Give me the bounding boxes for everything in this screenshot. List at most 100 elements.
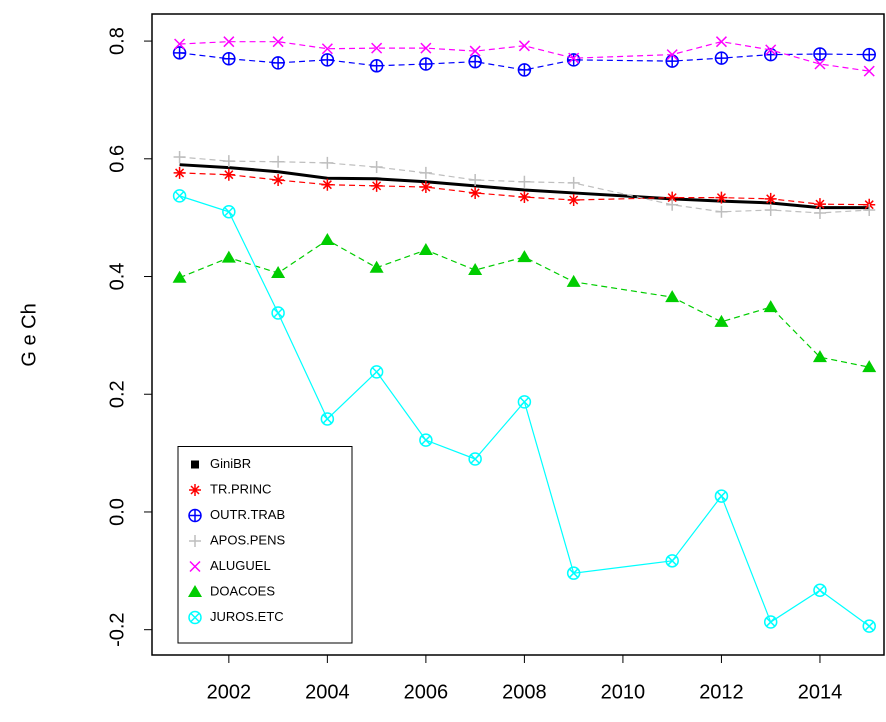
data-point <box>320 233 335 246</box>
series-line <box>179 195 870 627</box>
series-line <box>179 163 870 210</box>
series <box>172 233 877 373</box>
data-point <box>813 198 826 211</box>
data-point <box>272 36 284 48</box>
data-point <box>271 56 285 70</box>
data-point <box>518 40 530 52</box>
legend-label: TR.PRINC <box>210 481 271 496</box>
data-point <box>666 49 678 61</box>
data-point <box>567 176 580 189</box>
data-point <box>469 45 481 57</box>
data-point <box>369 59 384 73</box>
x-tick-label: 2012 <box>699 681 744 703</box>
data-point <box>320 412 335 426</box>
x-tick-label: 2014 <box>798 681 843 703</box>
legend-label: OUTR.TRAB <box>210 507 285 522</box>
legend: GiniBR TR.PRINC OUTR.TRAB APOS.PENS ALUGUEL D… <box>177 446 353 644</box>
series-line <box>179 52 870 71</box>
data-point <box>666 198 679 211</box>
data-point <box>715 36 727 48</box>
data-point <box>517 250 532 263</box>
data-point <box>665 554 679 568</box>
data-point <box>420 42 432 54</box>
series <box>174 36 875 77</box>
data-point <box>665 54 679 68</box>
data-point <box>813 583 827 597</box>
data-point <box>763 300 778 313</box>
data-point <box>813 47 827 61</box>
data-point <box>715 191 728 204</box>
legend-marker <box>188 508 202 523</box>
data-point <box>272 155 285 168</box>
data-point <box>813 206 826 219</box>
data-point <box>468 452 482 466</box>
data-point <box>172 270 187 283</box>
data-point <box>419 166 432 179</box>
x-tick-label: 2006 <box>404 681 449 703</box>
x-tick-label: 2010 <box>601 681 646 703</box>
data-point <box>173 151 186 164</box>
legend-marker <box>191 460 199 469</box>
data-point <box>863 204 876 217</box>
data-point <box>468 54 482 69</box>
data-point <box>566 274 581 287</box>
data-point <box>518 191 531 204</box>
data-point <box>222 51 236 66</box>
data-point <box>714 51 729 65</box>
y-tick-label: 0.4 <box>106 263 128 291</box>
data-point <box>665 290 680 303</box>
data-point <box>418 243 433 256</box>
data-point <box>320 53 335 67</box>
data-point <box>222 168 235 181</box>
plot-frame <box>151 13 885 656</box>
series <box>173 166 876 211</box>
x-tick-label: 2002 <box>207 681 252 703</box>
series-line <box>179 41 870 72</box>
data-point <box>566 566 581 580</box>
data-point <box>812 350 827 363</box>
legend-label: ALUGUEL <box>210 558 271 573</box>
data-point <box>763 615 778 629</box>
data-point <box>764 192 777 205</box>
series <box>173 151 876 219</box>
x-tick-label: 2004 <box>305 681 350 703</box>
data-point <box>468 263 483 276</box>
y-tick-label: 0.0 <box>106 498 128 526</box>
legend-marker <box>189 560 201 573</box>
legend-label: JUROS.ETC <box>210 609 284 624</box>
x-tick-label: 2008 <box>502 681 547 703</box>
data-point <box>223 36 235 48</box>
data-point <box>567 194 580 207</box>
data-point <box>173 166 186 179</box>
data-point <box>862 360 877 373</box>
data-point <box>321 178 334 191</box>
legend-marker <box>188 610 202 625</box>
legend-marker <box>189 535 201 547</box>
data-point <box>272 173 285 186</box>
data-point <box>518 175 531 188</box>
legend-box <box>177 446 353 644</box>
data-point <box>715 205 728 218</box>
data-point <box>862 619 876 633</box>
data-point <box>469 173 482 186</box>
series <box>179 163 870 210</box>
data-point <box>568 52 580 64</box>
data-point <box>221 250 236 263</box>
data-point <box>863 65 875 77</box>
data-point <box>714 314 729 327</box>
series-line <box>179 156 870 214</box>
legend-label: DOACOES <box>210 583 275 598</box>
data-point <box>369 365 384 379</box>
legend-label: GiniBR <box>210 456 251 471</box>
data-point <box>469 186 482 199</box>
data-point <box>419 433 433 447</box>
data-point <box>862 47 876 62</box>
data-point <box>370 161 383 174</box>
data-point <box>222 155 235 168</box>
data-point <box>419 57 433 71</box>
legend-marker <box>189 484 201 496</box>
y-tick-label: 0.8 <box>106 27 128 55</box>
y-tick-label: -0.2 <box>106 612 128 646</box>
data-point <box>517 395 532 409</box>
